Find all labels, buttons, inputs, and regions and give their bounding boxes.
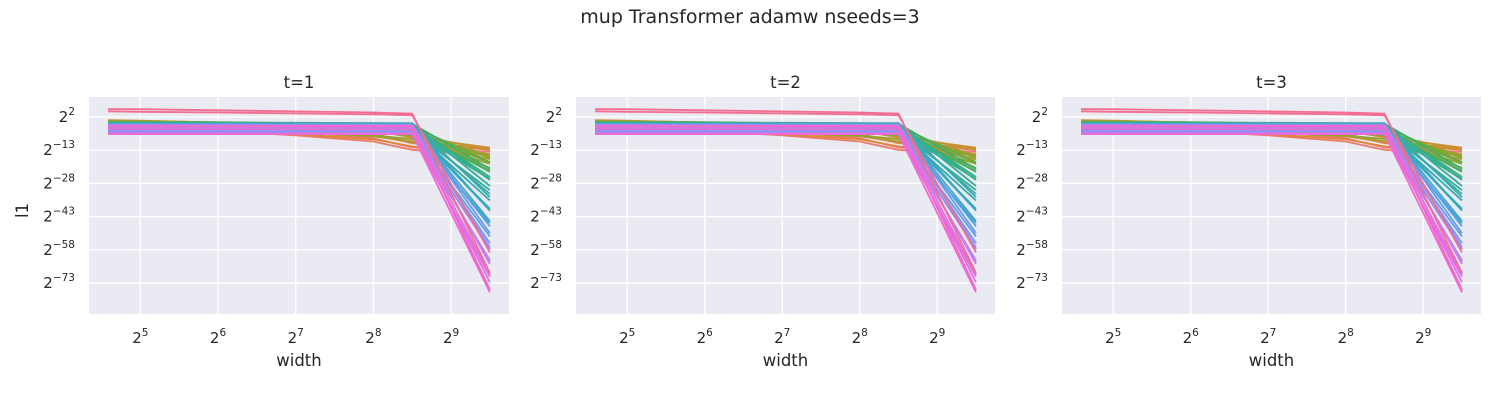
series-line-outlier-2 <box>108 110 491 253</box>
subplot-1: 25 26 27 28 29 22 2−13 2−28 2−43 2−58 2−73 t=1 width… <box>13 73 509 370</box>
series-line-39 <box>1081 130 1463 250</box>
series-line-48 <box>1081 125 1463 291</box>
figure-suptitle: mup Transformer adamw nseeds=3 <box>580 6 919 28</box>
x-axis-label: width <box>1249 351 1294 370</box>
y-tick-label: 22 <box>59 106 75 126</box>
y-tick-label: 2−73 <box>43 272 75 292</box>
y-tick-label: 2−43 <box>530 206 562 226</box>
series-line-41 <box>108 131 491 261</box>
series-line-outlier-1 <box>1081 108 1463 274</box>
series-line-41 <box>595 131 977 261</box>
y-tick-label: 2−28 <box>530 172 562 192</box>
x-axis-label: width <box>763 351 808 370</box>
y-tick-label: 2−28 <box>43 172 75 192</box>
y-tick-label: 22 <box>1032 106 1048 126</box>
x-tick-label: 26 <box>210 327 227 347</box>
series-line-47 <box>595 132 977 293</box>
series-lines <box>594 108 977 293</box>
y-axis-label: l1 <box>13 203 32 218</box>
y-tick-label: 2−13 <box>1016 139 1048 159</box>
series-line-29 <box>595 122 977 198</box>
x-tick-label: 25 <box>619 327 635 347</box>
y-tick-label: 22 <box>546 106 562 126</box>
y-tick-label: 2−28 <box>1016 172 1048 192</box>
subplot-2: 25 26 27 28 29 22 2−13 2−28 2−43 2−58 2−73 t=2 width <box>530 73 995 370</box>
x-tick-label: 25 <box>132 327 148 347</box>
series-line-46 <box>595 128 977 283</box>
x-tick-label: 26 <box>1183 327 1200 347</box>
y-tick-label: 2−13 <box>43 139 75 159</box>
x-tick-label: 29 <box>443 327 459 347</box>
y-tick-label: 2−73 <box>530 272 562 292</box>
series-line-outlier-1 <box>108 108 491 274</box>
y-tick-label: 2−13 <box>530 139 562 159</box>
x-tick-label: 26 <box>697 327 714 347</box>
series-line-41 <box>1081 131 1463 261</box>
series-line-48 <box>595 125 977 291</box>
series-line-40 <box>595 123 977 248</box>
x-tick-label: 27 <box>1260 327 1276 347</box>
x-tick-label: 29 <box>929 327 945 347</box>
x-tick-label: 28 <box>365 327 381 347</box>
series-line-outlier-1 <box>595 108 977 274</box>
x-axis-label: width <box>276 351 321 370</box>
series-line-40 <box>1081 123 1463 248</box>
series-line-46 <box>108 128 491 283</box>
series-lines <box>108 108 491 293</box>
x-tick-label: 28 <box>1338 327 1354 347</box>
y-tick-label: 2−73 <box>1016 272 1048 292</box>
x-tick-label: 28 <box>852 327 868 347</box>
series-line-29 <box>108 122 491 198</box>
series-line-47 <box>108 132 491 293</box>
series-line-40 <box>108 123 491 248</box>
x-tick-label: 27 <box>288 327 304 347</box>
series-line-48 <box>108 125 491 291</box>
y-tick-label: 2−43 <box>1016 206 1048 226</box>
series-line-46 <box>1081 128 1463 283</box>
x-tick-label: 29 <box>1415 327 1431 347</box>
y-tick-label: 2−58 <box>43 239 75 259</box>
y-tick-label: 2−43 <box>43 206 75 226</box>
series-lines <box>1080 108 1463 293</box>
series-line-29 <box>1081 122 1463 198</box>
series-line-outlier-2 <box>1080 110 1463 253</box>
x-tick-label: 25 <box>1105 327 1121 347</box>
x-tick-label: 27 <box>774 327 790 347</box>
subplot-3: 25 26 27 28 29 22 2−13 2−28 2−43 2−58 2−73 t=3 width <box>1016 73 1481 370</box>
y-tick-label: 2−58 <box>1016 239 1048 259</box>
subplot-title: t=2 <box>770 73 801 92</box>
subplot-title: t=1 <box>284 73 315 92</box>
subplot-title: t=3 <box>1256 73 1287 92</box>
series-line-39 <box>595 130 977 250</box>
series-line-39 <box>108 130 491 250</box>
series-line-47 <box>1081 132 1463 293</box>
y-tick-label: 2−58 <box>530 239 562 259</box>
series-line-outlier-2 <box>594 110 977 253</box>
